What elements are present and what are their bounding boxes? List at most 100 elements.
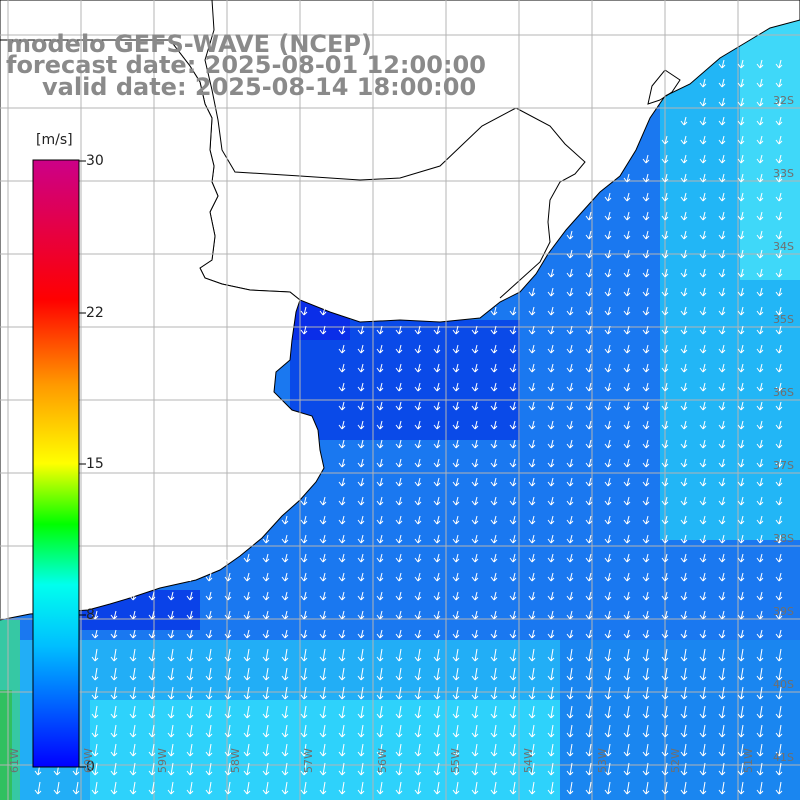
wind-arrow	[756, 629, 764, 639]
wind-arrow	[718, 686, 726, 700]
wind-arrow	[661, 154, 669, 164]
wind-arrow	[186, 724, 194, 738]
wind-arrow	[756, 116, 764, 126]
wind-arrow	[756, 363, 764, 373]
wind-arrow	[642, 306, 650, 316]
wind-arrow	[357, 762, 365, 776]
wind-arrow	[471, 705, 479, 719]
wind-arrow	[737, 439, 745, 449]
wind-arrow	[205, 553, 213, 563]
wind-arrow	[680, 629, 688, 639]
wind-arrow	[642, 458, 650, 468]
wind-arrow	[319, 306, 327, 316]
wind-arrow	[756, 667, 764, 681]
wind-arrow	[490, 477, 498, 487]
lat-label: 35S	[773, 313, 794, 326]
wind-arrow	[737, 363, 745, 373]
wind-arrow	[490, 553, 498, 563]
wind-arrow	[433, 610, 441, 620]
wind-arrow	[699, 135, 707, 145]
wind-arrow	[737, 515, 745, 525]
wind-arrow	[623, 515, 631, 525]
wind-arrow	[528, 458, 536, 468]
wind-arrow	[262, 572, 270, 582]
wind-arrow	[775, 496, 783, 506]
wind-arrow	[414, 363, 422, 373]
wind-arrow	[604, 534, 612, 544]
wind-arrow	[53, 781, 61, 795]
wind-arrow	[718, 458, 726, 468]
lat-label: 37S	[773, 459, 794, 472]
lat-label: 34S	[773, 240, 794, 253]
wind-arrow	[338, 420, 346, 430]
wind-arrow	[376, 401, 384, 411]
wind-arrow	[699, 648, 707, 662]
wind-arrow	[718, 591, 726, 601]
wind-arrow	[699, 724, 707, 738]
wind-arrow	[129, 591, 137, 601]
wind-arrow	[699, 458, 707, 468]
wind-arrow	[376, 420, 384, 430]
wind-arrow	[357, 705, 365, 719]
wind-arrow	[148, 724, 156, 738]
wind-arrow	[604, 420, 612, 430]
wind-arrow	[471, 553, 479, 563]
wind-arrow	[661, 629, 669, 639]
wind-arrow	[490, 344, 498, 354]
wind-arrow	[243, 553, 251, 563]
wind-arrow	[661, 534, 669, 544]
wind-arrow	[281, 724, 289, 738]
wind-arrow	[490, 591, 498, 601]
wind-arrow	[718, 553, 726, 563]
wind-arrow	[186, 743, 194, 757]
wind-arrow	[167, 648, 175, 662]
wind-arrow	[585, 401, 593, 411]
wind-arrow	[376, 629, 384, 639]
wind-arrow	[680, 420, 688, 430]
wind-arrow	[414, 724, 422, 738]
wind-arrow	[756, 477, 764, 487]
wind-arrow	[661, 268, 669, 278]
wind-arrow	[775, 743, 783, 757]
wind-arrow	[509, 477, 517, 487]
wind-arrow	[395, 724, 403, 738]
wind-arrow	[680, 268, 688, 278]
wind-arrow	[433, 439, 441, 449]
wind-arrow	[243, 667, 251, 681]
wind-arrow	[642, 743, 650, 757]
wind-arrow	[642, 401, 650, 411]
wind-arrow	[718, 648, 726, 662]
wind-arrow	[528, 648, 536, 662]
wind-arrow	[737, 401, 745, 411]
wind-arrow	[775, 287, 783, 297]
wind-arrow	[148, 743, 156, 757]
wind-arrow	[756, 173, 764, 183]
wind-arrow	[528, 477, 536, 487]
wind-arrow	[376, 572, 384, 582]
wind-arrow	[72, 781, 80, 795]
wind-arrow	[566, 553, 574, 563]
wind-arrow	[243, 648, 251, 662]
wind-arrow	[376, 686, 384, 700]
wind-arrow	[718, 78, 726, 88]
wind-arrow	[623, 496, 631, 506]
wind-arrow	[300, 781, 308, 795]
wind-arrow	[509, 306, 517, 316]
wind-arrow	[205, 667, 213, 681]
wind-arrow	[433, 534, 441, 544]
wind-arrow	[642, 515, 650, 525]
wind-arrow	[509, 439, 517, 449]
wind-arrow	[490, 458, 498, 468]
wind-arrow	[756, 249, 764, 259]
wind-arrow	[433, 363, 441, 373]
wind-arrow	[604, 515, 612, 525]
wind-arrow	[718, 211, 726, 221]
wind-arrow	[300, 762, 308, 776]
wind-arrow	[490, 743, 498, 757]
wind-arrow	[452, 553, 460, 563]
wind-arrow	[737, 553, 745, 563]
wind-arrow	[509, 401, 517, 411]
wind-arrow	[148, 762, 156, 776]
wind-arrow	[756, 553, 764, 563]
wind-arrow	[718, 743, 726, 757]
